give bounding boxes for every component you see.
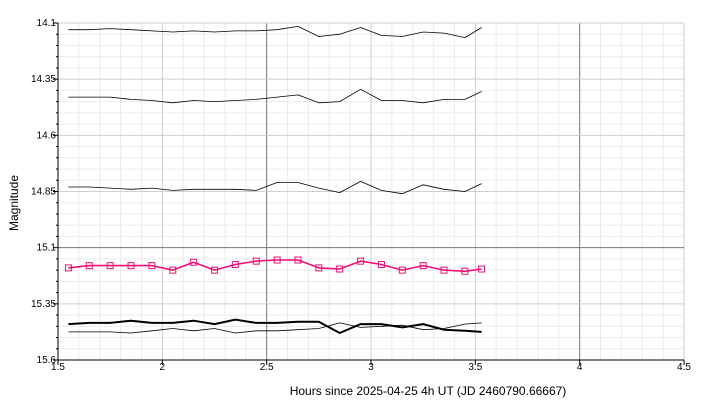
y-tick-label: 14.35 [31, 74, 56, 85]
series-line-6 [68, 322, 482, 334]
series-4-point [419, 262, 427, 270]
series-4-point [106, 262, 114, 270]
series-line-1 [68, 25, 482, 38]
series-4-point [294, 256, 302, 264]
x-tick-labels: 1.5 2 2.5 3 3.5 4 4.5 [51, 362, 691, 373]
series-4-point [377, 261, 385, 269]
series-line-4 [68, 259, 482, 273]
series-line-5 [68, 318, 482, 334]
series-line-3 [68, 180, 482, 195]
series-4-point [85, 262, 93, 270]
y-tick-label: 15.6 [37, 355, 57, 366]
series-4-point [64, 264, 72, 272]
series-4-point [211, 266, 218, 274]
series-4-point [336, 265, 344, 273]
y-tick-label: 15.35 [31, 299, 56, 310]
series-4-point [273, 256, 281, 264]
y-tick-label: 14.85 [31, 187, 56, 198]
series-layer [64, 25, 486, 334]
x-tick-label: 2 [160, 362, 166, 373]
series-4-point [148, 262, 156, 270]
y-tick-label: 15.1 [37, 243, 57, 254]
x-tick-label: 1.5 [51, 362, 65, 373]
series-4-point [231, 261, 239, 269]
y-tick-label: 14.1 [37, 18, 57, 29]
series-line-2 [68, 88, 482, 104]
series-4-point [190, 258, 198, 266]
series-4-point [169, 266, 177, 274]
x-tick-label: 4.5 [677, 362, 691, 373]
x-tick-label: 4 [577, 362, 583, 373]
x-axis-title: Hours since 2025-04-25 4h UT (JD 2460790… [290, 384, 567, 398]
x-tick-label: 3 [368, 362, 374, 373]
y-tick-label: 14.6 [37, 130, 57, 141]
x-tick-label: 2.5 [260, 362, 274, 373]
x-tick-label: 3.5 [468, 362, 482, 373]
series-4-point [440, 266, 448, 274]
series-4-point [398, 266, 406, 274]
series-4-point [461, 267, 469, 275]
series-4-point [252, 257, 260, 265]
series-4-point [357, 257, 365, 265]
series-4-point [127, 262, 135, 270]
y-axis-title: Magnitude [7, 175, 21, 231]
y-tick-labels: 14.1 14.35 14.6 14.85 15.1 15.35 15.6 [31, 18, 56, 366]
plot-frame [53, 22, 685, 365]
series-4-point [315, 264, 323, 272]
series-4-point [478, 265, 486, 273]
